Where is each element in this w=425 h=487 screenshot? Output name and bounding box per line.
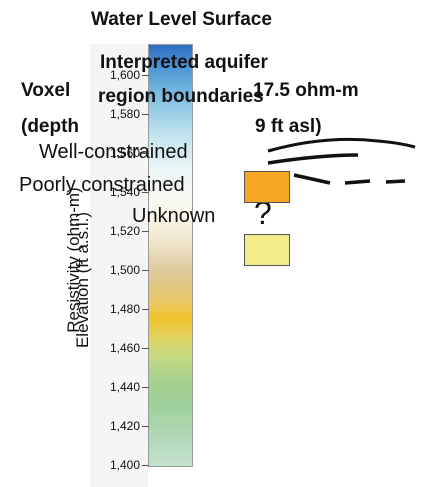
legend-well-constrained-label: Well-constrained (39, 141, 188, 163)
legend-line-symbols (267, 137, 416, 185)
elevation-tick-label: 1,480 (109, 302, 140, 316)
legend-unknown-label: Unknown (132, 205, 216, 227)
voxel-title-line1: Voxel (21, 80, 71, 101)
voxel-title-right2: 9 ft asl) (255, 116, 322, 137)
resistivity-colorbar (148, 44, 193, 467)
voxel-title-line2: (depth (21, 116, 80, 137)
poorly-constrained-dash-3 (385, 179, 406, 184)
elevation-tick-mark (142, 348, 149, 349)
elevation-tick-label: 1,600 (109, 68, 140, 82)
elevation-tick-mark (142, 231, 149, 232)
elevation-tick-label: 1,440 (109, 380, 140, 394)
unknown-swatch (244, 234, 290, 266)
poorly-constrained-dash-1 (293, 173, 331, 185)
elevation-tick-label: 1,580 (109, 107, 140, 121)
poorly-constrained-dash-2 (344, 179, 371, 185)
question-mark-icon: ? (254, 195, 272, 231)
poorly-constrained-swatch (244, 171, 290, 203)
water-level-title: Water Level Surface (91, 9, 272, 30)
elevation-tick-label: 1,500 (109, 263, 140, 277)
water-level-line (267, 137, 416, 153)
aquifer-title-line1: Interpreted aquifer (100, 52, 268, 73)
elevation-tick-label: 1,420 (109, 419, 140, 433)
elevation-tick-label: 1,560 (109, 146, 140, 160)
elevation-tick-label: 1,540 (109, 185, 140, 199)
elevation-tick-label: 1,520 (109, 224, 140, 238)
elevation-tick-mark (142, 387, 149, 388)
elevation-tick-mark (142, 426, 149, 427)
elevation-tick-label: 1,460 (109, 341, 140, 355)
elevation-tick-mark (142, 75, 149, 76)
elevation-tick-mark (142, 114, 149, 115)
elevation-tick-mark (142, 192, 149, 193)
elevation-tick-mark (142, 270, 149, 271)
aquifer-title-line2: region boundaries (98, 86, 264, 107)
elevation-tick-mark (142, 309, 149, 310)
voxel-title-right1: 17.5 ohm-m (253, 80, 359, 101)
elevation-tick-mark (142, 465, 149, 466)
elevation-tick-mark (142, 153, 149, 154)
well-constrained-line (267, 153, 359, 165)
legend-poorly-constrained-label: Poorly constrained (19, 174, 185, 196)
axis-background (90, 44, 148, 487)
resistivity-axis-label: Resistivity (ohm-m) (64, 187, 83, 333)
elevation-tick-label: 1,400 (109, 458, 140, 472)
